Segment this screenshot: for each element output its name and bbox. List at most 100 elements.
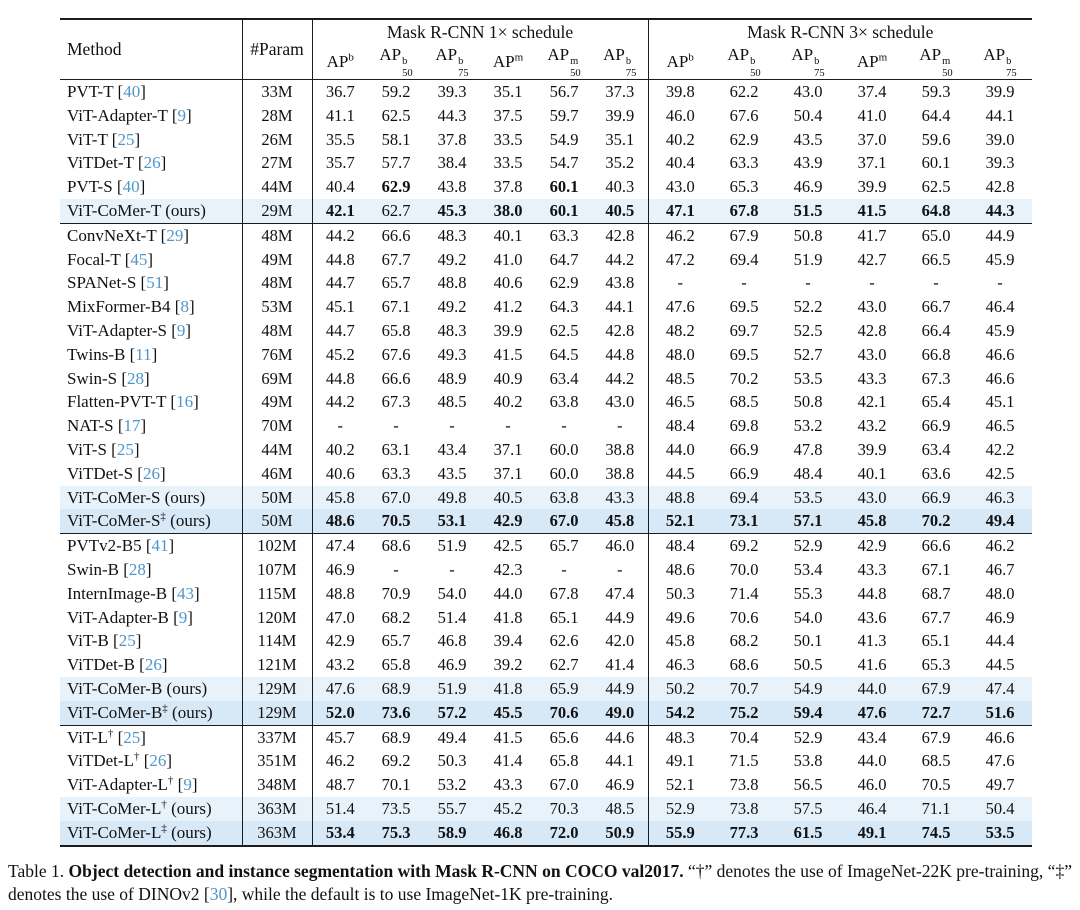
metric-cell: 45.8 <box>311 485 368 510</box>
citation-link[interactable]: 28 <box>128 559 146 579</box>
metric-cell: 66.6 <box>381 225 411 245</box>
metric-cell: 44.9 <box>605 607 635 627</box>
citation-link[interactable]: 26 <box>142 463 160 483</box>
metric-cell: 58.1 <box>381 129 411 149</box>
citation-link[interactable]: 30 <box>209 883 228 904</box>
metric-column-header: AP b 75 <box>603 45 637 79</box>
metric-cell: 46.0 <box>605 536 635 556</box>
citation-link[interactable]: 25 <box>123 727 141 747</box>
method-cell: ViTDet-L† [26] <box>67 750 173 771</box>
metric-cell: 44.8 <box>857 583 887 603</box>
param-cell: 27M <box>241 151 312 176</box>
citation-link[interactable]: 9 <box>177 105 187 125</box>
metric-cell: 62.5 <box>549 320 579 340</box>
metric-cell: 63.1 <box>381 439 411 459</box>
citation-link[interactable]: 25 <box>118 631 136 651</box>
metric-cell: 70.5 <box>368 509 424 534</box>
metric-cell: 56.5 <box>793 775 823 795</box>
metric-cell: 53.2 <box>793 416 823 436</box>
metric-cell: 43.6 <box>857 607 887 627</box>
method-cell: ViT-CoMer-L† (ours) <box>60 797 242 821</box>
metric-cell: 39.9 <box>493 320 523 340</box>
metric-cell: 41.4 <box>493 751 523 771</box>
table-row: Focal-T [45] 49M 44.8 67.7 49.2 41.0 64.7 44.2 4… <box>60 247 1032 272</box>
citation-link[interactable]: 51 <box>146 273 164 293</box>
metric-cell: 67.9 <box>729 225 759 245</box>
metric-cell: 47.4 <box>605 583 635 603</box>
metric-cell: 66.7 <box>921 297 951 317</box>
citation-link[interactable]: 25 <box>117 129 135 149</box>
citation-link[interactable]: 9 <box>178 607 188 627</box>
metric-column-header: AP b 75 <box>791 45 825 79</box>
metric-cell: 48.5 <box>437 392 467 412</box>
metric-cell: 63.4 <box>549 368 579 388</box>
citation-link[interactable]: 40 <box>123 81 141 101</box>
metric-cell: 48.0 <box>647 342 712 367</box>
metric-cell: 48.8 <box>311 581 368 606</box>
citation-link[interactable]: 8 <box>180 297 189 317</box>
metric-cell: - <box>393 416 399 436</box>
metric-cell: 48.9 <box>437 368 467 388</box>
metric-cell: 46.9 <box>311 558 368 582</box>
metric-cell: 50.4 <box>793 105 823 125</box>
metric-supsub: b 50 <box>750 56 761 79</box>
param-cell: 348M <box>241 773 312 797</box>
metric-cell: 70.0 <box>729 559 759 579</box>
method-cell: ViTDet-T [26] <box>67 153 167 173</box>
metric-cell: 43.4 <box>857 727 887 747</box>
metric-cell: 62.9 <box>381 177 411 197</box>
metric-cell: - <box>561 559 567 579</box>
metric-cell: 67.9 <box>921 727 951 747</box>
param-cell: 26M <box>241 127 312 152</box>
citation-link[interactable]: 9 <box>176 320 186 340</box>
metric-cell: 54.0 <box>793 607 823 627</box>
metric-cell: 52.5 <box>793 320 823 340</box>
metric-cell: 48.2 <box>647 319 712 343</box>
citation-link[interactable]: 26 <box>144 655 162 675</box>
metric-cell: 43.8 <box>605 273 635 293</box>
metric-cell: - <box>869 273 875 293</box>
citation-link[interactable]: 43 <box>176 583 194 603</box>
citation-link[interactable]: 28 <box>126 368 144 388</box>
citation-link[interactable]: 41 <box>151 536 169 556</box>
metric-cell: 69.4 <box>729 249 759 269</box>
metric-cell: 65.3 <box>729 177 759 197</box>
metric-cell: 46.9 <box>437 655 467 675</box>
citation-link[interactable]: 16 <box>176 392 194 412</box>
citation-link[interactable]: 29 <box>166 225 184 245</box>
metric-cell: 69.5 <box>729 344 759 364</box>
method-cell: ViT-L† [25] <box>67 726 146 747</box>
metric-cell: 43.8 <box>437 177 467 197</box>
metric-cell: 39.0 <box>985 129 1015 149</box>
citation-link[interactable]: 26 <box>143 153 161 173</box>
citation-link[interactable]: 45 <box>130 249 148 269</box>
citation-link[interactable]: 9 <box>183 775 192 795</box>
table-row: ViT-CoMer-T (ours) 29M 42.1 62.7 45.3 38.0 60.… <box>60 199 1033 224</box>
metric-cell: 40.2 <box>647 127 712 152</box>
table-row: ViTDet-B [26] 121M 43.2 65.8 46.9 39.2 62.7 41.… <box>60 653 1032 678</box>
metric-cell: 66.6 <box>921 536 951 556</box>
citation-link[interactable]: 25 <box>116 439 134 459</box>
metric-cell: 52.1 <box>647 509 712 534</box>
citation-link[interactable]: 26 <box>149 751 167 771</box>
metric-cell: - <box>805 273 811 293</box>
schedule-3x-header: Mask R-CNN 3× schedule <box>647 19 1033 45</box>
metric-column-header: AP m 50 <box>919 45 953 79</box>
param-cell: 44M <box>241 175 312 200</box>
metric-cell: 41.0 <box>857 105 887 125</box>
param-cell: 44M <box>241 438 312 462</box>
metric-cell: 37.1 <box>493 463 523 483</box>
metric-cell: 42.9 <box>480 509 536 534</box>
metric-cell: 73.1 <box>712 509 776 534</box>
metric-cell: 49.0 <box>592 700 648 726</box>
table-row: Swin-B [28] 107M 46.9 - - 42.3 - - 48.6 70.0 53.4 4… <box>60 558 1032 582</box>
metric-cell: 52.0 <box>311 700 368 726</box>
results-table: Method #Param Mask R-CNN 1× schedule Mask R… <box>60 18 1033 847</box>
metric-cell: 41.0 <box>493 249 523 269</box>
metric-cell: 65.1 <box>549 607 579 627</box>
metric-cell: 50.9 <box>592 820 648 846</box>
citation-link[interactable]: 40 <box>122 177 140 197</box>
citation-link[interactable]: 11 <box>135 344 152 364</box>
metric-cell: 63.8 <box>536 485 592 510</box>
citation-link[interactable]: 17 <box>123 416 141 436</box>
